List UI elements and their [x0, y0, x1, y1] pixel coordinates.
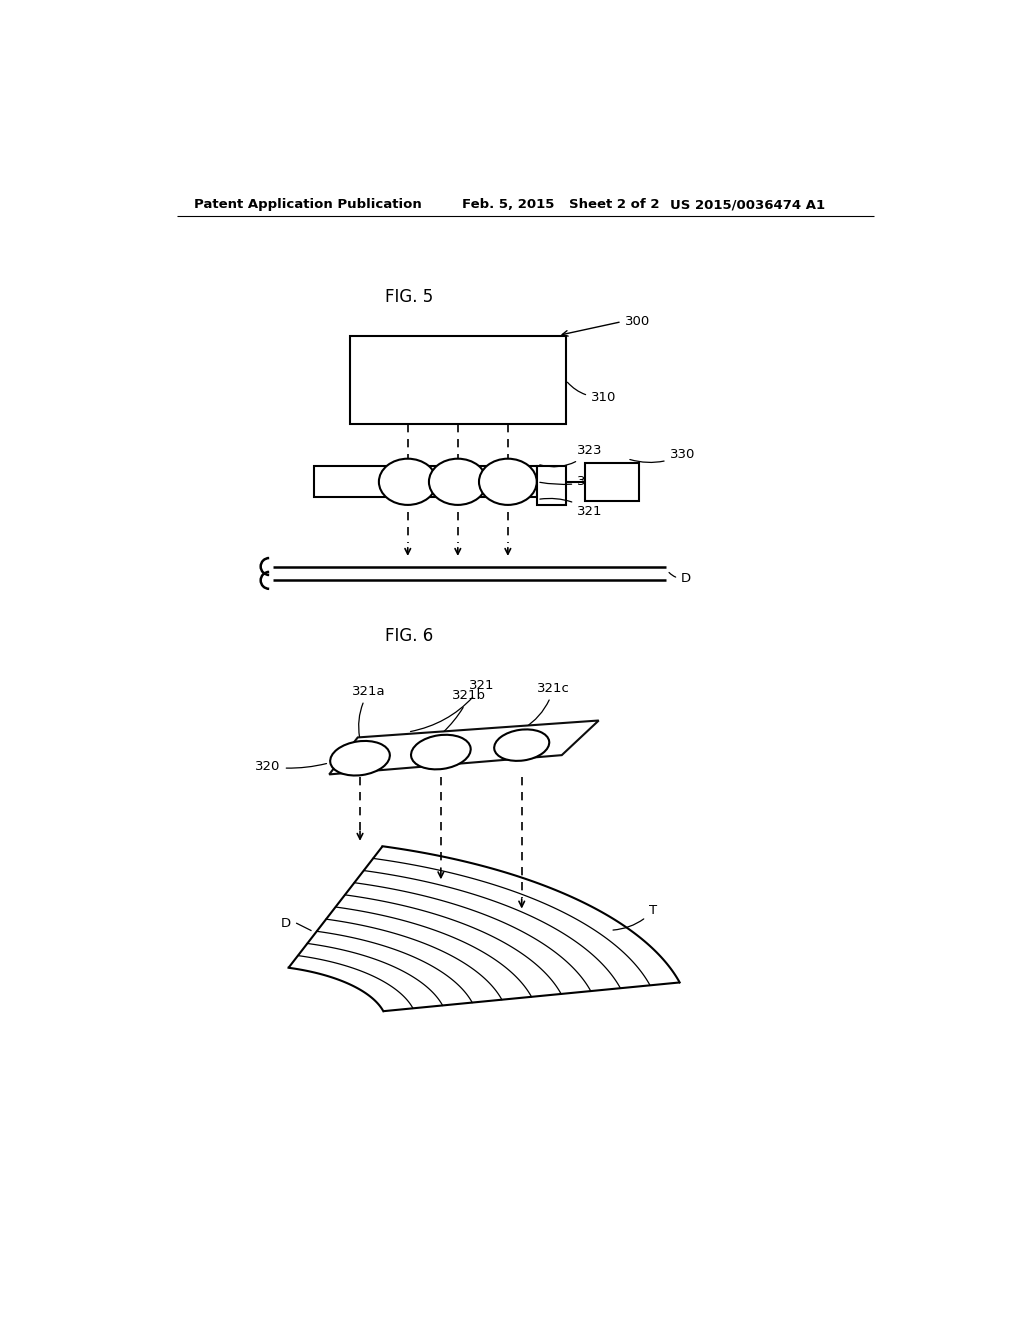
Text: Patent Application Publication: Patent Application Publication: [194, 198, 422, 211]
Text: 310: 310: [567, 383, 616, 404]
Text: 330: 330: [630, 449, 695, 462]
Ellipse shape: [429, 459, 486, 506]
Text: D: D: [281, 916, 291, 929]
Text: 321a: 321a: [352, 685, 386, 737]
Text: 321b: 321b: [443, 689, 486, 733]
Text: 320: 320: [255, 760, 327, 774]
Bar: [585, 462, 639, 502]
Text: 321: 321: [411, 680, 495, 731]
Text: Sheet 2 of 2: Sheet 2 of 2: [569, 198, 659, 211]
Bar: [538, 466, 565, 506]
Text: 321: 321: [540, 499, 603, 517]
Ellipse shape: [479, 459, 537, 506]
Ellipse shape: [330, 741, 390, 776]
Text: T: T: [613, 904, 656, 931]
Text: Feb. 5, 2015: Feb. 5, 2015: [462, 198, 554, 211]
Ellipse shape: [379, 459, 436, 506]
Bar: [313, 466, 538, 498]
Text: 323: 323: [540, 445, 603, 467]
Text: FIG. 5: FIG. 5: [385, 288, 433, 306]
Text: FIG. 6: FIG. 6: [385, 627, 433, 644]
Ellipse shape: [411, 735, 471, 770]
Text: 321c: 321c: [524, 681, 570, 729]
Text: US 2015/0036474 A1: US 2015/0036474 A1: [670, 198, 824, 211]
Text: 320: 320: [540, 475, 602, 488]
Polygon shape: [330, 721, 599, 775]
Bar: [350, 335, 565, 424]
Text: 300: 300: [625, 315, 650, 329]
Text: D: D: [669, 572, 691, 585]
Ellipse shape: [495, 730, 549, 760]
